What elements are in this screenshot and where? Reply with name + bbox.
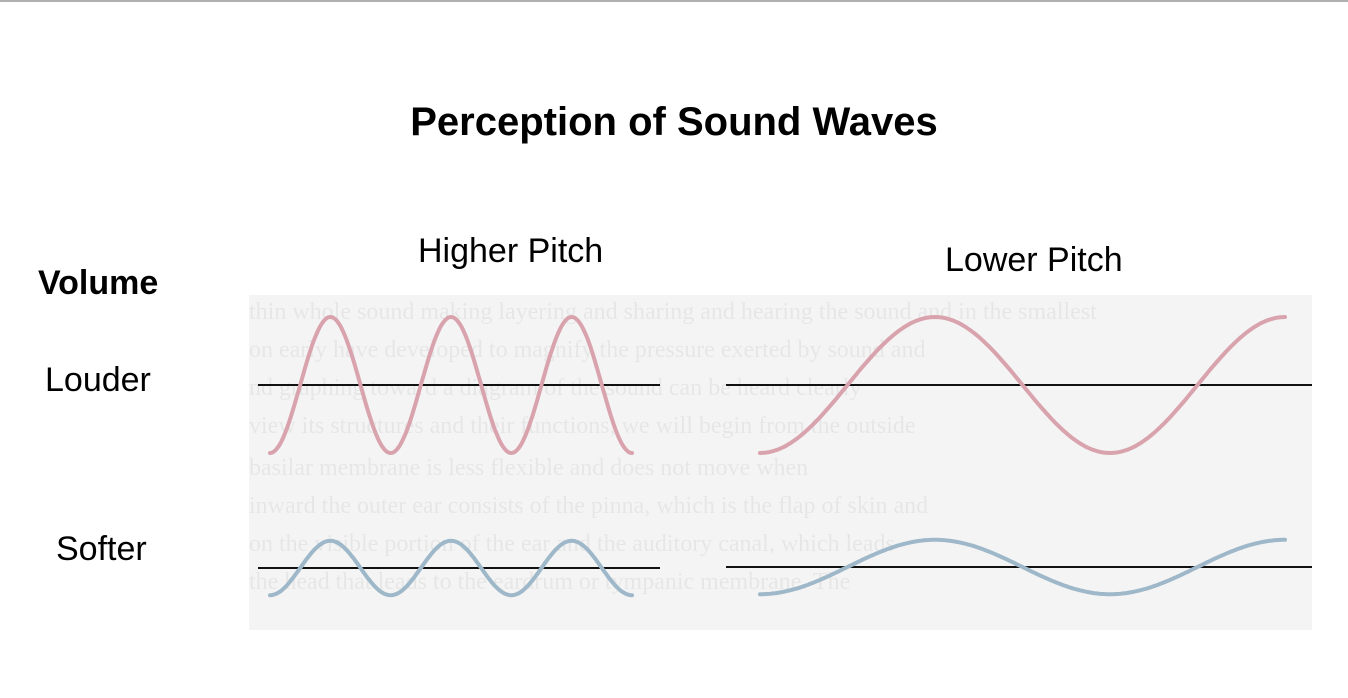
wave-softer-lower-pitch — [758, 537, 1287, 597]
page-title: Perception of Sound Waves — [410, 100, 938, 144]
background-text-line: nd graphing toward a diagram of the soun… — [249, 375, 862, 401]
wave-louder-lower-pitch — [758, 314, 1287, 456]
column-label-higher-pitch: Higher Pitch — [418, 232, 604, 270]
column-label-lower-pitch: Lower Pitch — [945, 241, 1123, 279]
background-text-line: inward the outer ear consists of the pin… — [249, 493, 929, 519]
row-label-softer: Softer — [56, 530, 147, 568]
wave-softer-higher-pitch — [268, 538, 634, 598]
wave-louder-higher-pitch — [268, 314, 634, 456]
wave-panel: thin whole sound making layering and sha… — [249, 295, 1312, 630]
top-rule — [0, 0, 1348, 2]
background-text-line: the head that leads to the eardrum or ty… — [249, 569, 851, 595]
row-header-volume: Volume — [38, 264, 159, 302]
row-label-louder: Louder — [45, 361, 151, 399]
background-text-line: basilar membrane is less flexible and do… — [249, 455, 809, 481]
background-text-line: on the visible portion of the ear and th… — [249, 531, 895, 557]
